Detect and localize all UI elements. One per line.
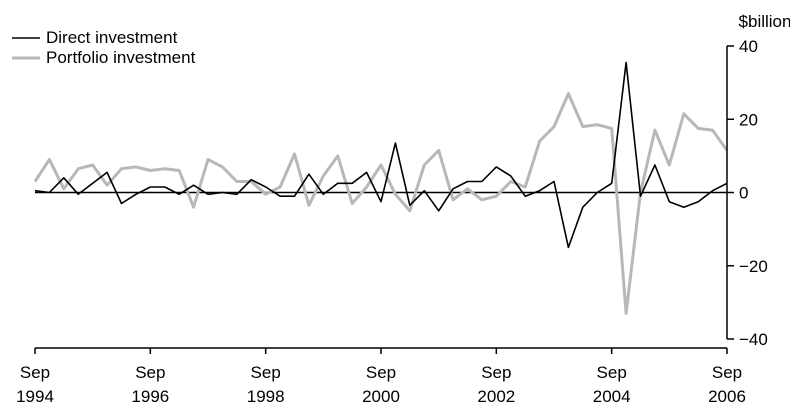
x-axis: Sep 1994 Sep 1996 Sep 1998 Sep 2000 Sep 2002 Sep 20…: [16, 347, 746, 406]
x-tick-label-year: 1994: [16, 387, 54, 406]
x-tick-label-month: Sep: [20, 363, 50, 382]
y-tick-label: 40: [739, 37, 758, 56]
x-tick-label-year: 2006: [708, 387, 746, 406]
x-tick-label-month: Sep: [135, 363, 165, 382]
y-tick-label: −40: [739, 330, 768, 349]
legend-label: Direct investment: [46, 28, 178, 47]
y-axis: $billion 40 20 0 −20 −40: [726, 12, 790, 349]
x-tick-label-year: 2002: [477, 387, 515, 406]
x-tick-label-year: 2000: [362, 387, 400, 406]
y-tick-label: −20: [739, 257, 768, 276]
y-tick-label: 0: [739, 184, 748, 203]
x-tick-label-month: Sep: [481, 363, 511, 382]
x-tick-label-year: 2004: [593, 387, 631, 406]
x-tick-label-month: Sep: [712, 363, 742, 382]
plot-area: [33, 61, 729, 315]
x-tick-label-year: 1996: [131, 387, 169, 406]
series-line-portfolio-investment: [33, 92, 729, 315]
x-tick-label-month: Sep: [251, 363, 281, 382]
series-line-direct-investment: [34, 61, 728, 249]
y-tick-label: 20: [739, 110, 758, 129]
x-tick-label-year: 1998: [247, 387, 285, 406]
y-axis-unit-label: $billion: [739, 12, 790, 31]
x-tick-label-month: Sep: [366, 363, 396, 382]
legend-label: Portfolio investment: [46, 48, 196, 67]
x-tick-label-month: Sep: [597, 363, 627, 382]
series-layer: [33, 61, 729, 315]
